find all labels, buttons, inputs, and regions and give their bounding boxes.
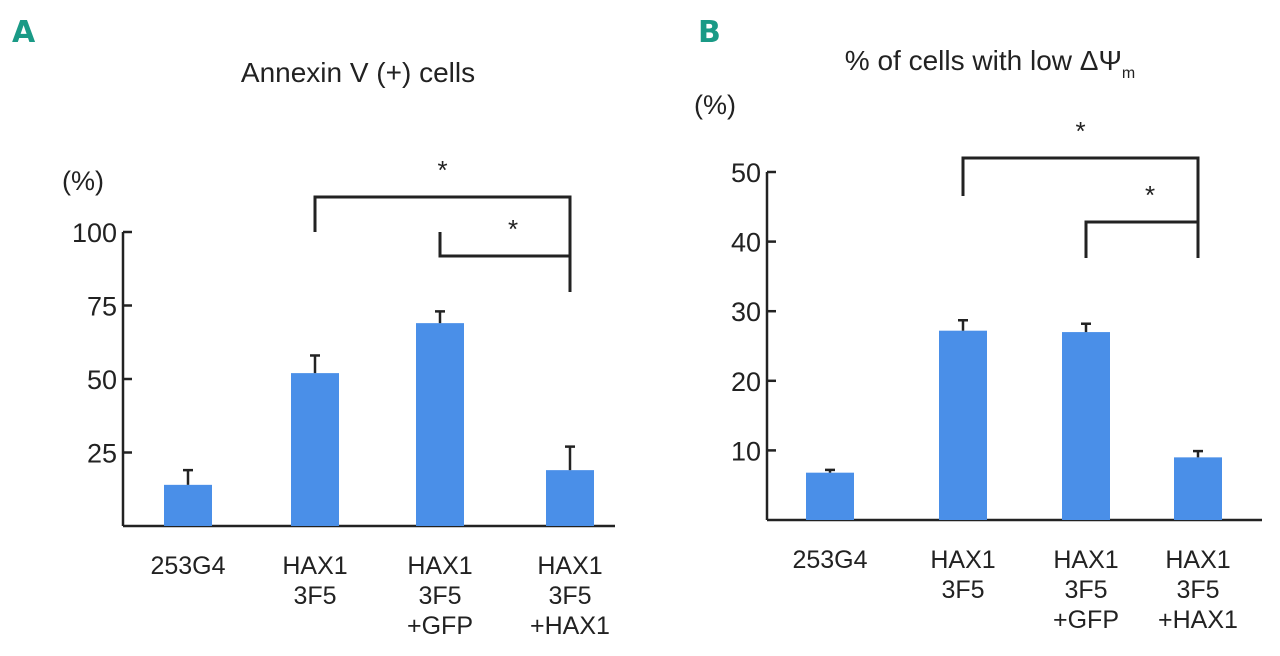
panel-a-category-label-line: +HAX1	[530, 612, 610, 640]
panel-b-category-label-line: 3F5	[1176, 576, 1219, 604]
panel-b-letter: B	[698, 15, 721, 50]
panel-a-category-label-line: HAX1	[282, 552, 347, 580]
panel-a-category-label-line: 253G4	[150, 552, 225, 580]
panel-a-category-label-line: HAX1	[537, 552, 602, 580]
panel-b-y-tick-label: 40	[731, 228, 761, 258]
panel-a-category-label: HAX1 3F5 +GFP	[407, 552, 473, 640]
panel-b: B % of cells with low ΔΨm (%) 10 20 30 40 50…	[694, 15, 1262, 634]
panel-b-bar	[806, 472, 854, 520]
panel-b-bar	[1062, 332, 1110, 520]
panel-a-category-label: 253G4	[150, 552, 225, 580]
panel-a-category-label-line: +GFP	[407, 612, 473, 640]
panel-b-category-label: HAX1 3F5 +GFP	[1053, 546, 1119, 634]
panel-b-y-tick-label: 10	[731, 436, 761, 466]
panel-b-category-label: HAX1 3F5 +HAX1	[1158, 546, 1238, 634]
panel-b-y-tick-label: 30	[731, 297, 761, 327]
panel-a-letter: A	[12, 15, 36, 50]
panel-b-category-label-line: +HAX1	[1158, 606, 1238, 634]
panel-b-bar	[1174, 457, 1222, 520]
panel-b-category-label-line: +GFP	[1053, 606, 1119, 634]
panel-b-significance-bracket	[961, 156, 1200, 258]
panel-b-category-label-line: HAX1	[1165, 546, 1230, 574]
panel-a-bar	[164, 484, 212, 526]
panel-b-bar	[939, 330, 987, 520]
panel-a-y-tick-label: 25	[87, 439, 117, 469]
panel-b-title-main: % of cells with low ΔΨ	[845, 45, 1122, 76]
panel-a-category-label-line: 3F5	[418, 582, 461, 610]
panel-a-significance-star: *	[437, 155, 447, 185]
panel-a-bar	[546, 470, 594, 526]
panel-b-significance-bracket	[1084, 220, 1200, 258]
panel-b-significance-star: *	[1145, 180, 1155, 210]
panel-a: A Annexin V (+) cells (%) 25 50 75 100 253G4…	[12, 15, 615, 640]
panel-a-y-unit: (%)	[62, 166, 104, 196]
panel-a-y-tick-label: 75	[87, 292, 117, 322]
panel-b-category-label: HAX1 3F5	[930, 546, 995, 604]
panel-a-bar	[291, 373, 339, 526]
panel-b-y-tick-label: 50	[731, 158, 761, 188]
panel-b-title: % of cells with low ΔΨm	[845, 45, 1135, 82]
panel-a-y-tick-label: 50	[87, 365, 117, 395]
panel-a-category-label-line: 3F5	[548, 582, 591, 610]
panel-a-bar	[416, 323, 464, 526]
panel-b-category-label-line: HAX1	[930, 546, 995, 574]
panel-a-category-label-line: 3F5	[293, 582, 336, 610]
panel-a-significance-bracket	[313, 195, 572, 292]
panel-a-significance-bracket	[438, 232, 572, 292]
panel-a-significance-star: *	[508, 214, 518, 244]
panel-b-y-unit: (%)	[694, 90, 736, 120]
panel-b-category-label: 253G4	[792, 546, 867, 574]
panel-b-title-subscript: m	[1122, 65, 1135, 82]
panel-b-y-tick-label: 20	[731, 367, 761, 397]
panel-b-category-label-line: 253G4	[792, 546, 867, 574]
panel-a-y-tick-label: 100	[72, 218, 117, 248]
panel-b-category-label-line: 3F5	[941, 576, 984, 604]
panel-a-category-label: HAX1 3F5 +HAX1	[530, 552, 610, 640]
panel-a-category-label-line: HAX1	[407, 552, 472, 580]
panel-b-significance-star: *	[1075, 116, 1085, 146]
panel-a-category-label: HAX1 3F5	[282, 552, 347, 610]
panel-a-title: Annexin V (+) cells	[241, 57, 475, 88]
panel-b-category-label-line: 3F5	[1064, 576, 1107, 604]
panel-b-category-label-line: HAX1	[1053, 546, 1118, 574]
